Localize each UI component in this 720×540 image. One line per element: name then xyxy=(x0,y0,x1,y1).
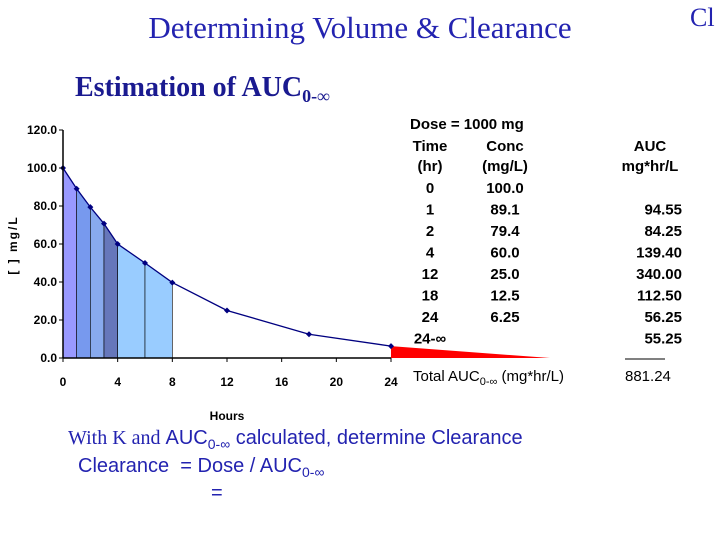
y-tick-label: 0.0 xyxy=(40,351,57,365)
table-cell: 94.55 xyxy=(644,202,682,219)
footer-formula: Clearance = Dose / AUC xyxy=(78,455,302,477)
x-tick-label: 8 xyxy=(169,375,176,389)
point xyxy=(114,241,121,247)
footer-line2: Clearance = Dose / AUC0-∞ xyxy=(78,455,324,480)
table-header: mg*hr/L xyxy=(622,158,679,175)
x-axis-label: Hours xyxy=(210,409,245,423)
total-value: 881.24 xyxy=(625,368,671,385)
table-header: (mg/L) xyxy=(482,158,528,175)
x-tick-label: 0 xyxy=(60,375,67,389)
point xyxy=(169,279,176,286)
y-tick-label: 80.0 xyxy=(34,199,58,213)
footer-sub: 0-∞ xyxy=(208,436,230,452)
subtitle-text: Estimation of AUC xyxy=(75,72,302,103)
table-cell: 18 xyxy=(422,288,439,305)
table-cell: 0 xyxy=(426,180,434,197)
table-cell: 340.00 xyxy=(636,266,682,283)
x-tick-label: 20 xyxy=(330,375,344,389)
total-label: Total AUC0-∞ (mg*hr/L) xyxy=(413,368,564,388)
footer-line1: With K and AUC0-∞ calculated, determine … xyxy=(68,427,523,452)
point xyxy=(73,185,80,192)
footer-serif: With K and xyxy=(68,427,166,449)
footer-rest: calculated, determine Clearance xyxy=(230,427,522,449)
table-cell: 84.25 xyxy=(644,223,682,240)
curve xyxy=(62,167,392,347)
table-cell: 60.0 xyxy=(490,245,519,262)
point xyxy=(101,220,107,227)
y-tick-label: 100.0 xyxy=(27,161,57,175)
y-axis-label: [ ] mg/L xyxy=(6,215,20,274)
table-header: (hr) xyxy=(418,158,443,175)
y-tick-label: 40.0 xyxy=(34,275,58,289)
extrapolated-area xyxy=(391,346,550,358)
x-tick-label: 4 xyxy=(114,375,121,389)
point xyxy=(142,260,148,266)
point xyxy=(224,307,230,314)
table-cell: 2 xyxy=(426,223,434,240)
total-text: Total AUC xyxy=(413,368,480,385)
point xyxy=(306,331,312,338)
footer-auc: AUC xyxy=(166,427,208,449)
auc-area xyxy=(90,206,105,359)
table-cell: 25.0 xyxy=(490,266,519,283)
subtitle: Estimation of AUC0-∞ xyxy=(75,72,330,106)
point xyxy=(87,204,94,211)
total-unit: (mg*hr/L) xyxy=(497,368,564,385)
auc-area xyxy=(117,243,146,359)
table: Dose = 1000 mg Time Conc AUC (hr) (mg/L) mg*h… xyxy=(410,116,682,348)
x-tick-label: 16 xyxy=(275,375,289,389)
table-cell: 89.1 xyxy=(490,202,519,219)
table-cell: 12 xyxy=(422,266,439,283)
table-cell: 55.25 xyxy=(644,331,682,348)
table-cell: 56.25 xyxy=(644,309,682,326)
table-cell: 4 xyxy=(426,245,435,262)
dose: Dose = 1000 mg xyxy=(410,116,524,133)
x-tick-label: 12 xyxy=(220,375,234,389)
y-tick-label: 20.0 xyxy=(34,313,58,327)
table-cell: 112.50 xyxy=(637,288,682,305)
footer-formula-sub: 0-∞ xyxy=(302,464,324,480)
footer-line3: = xyxy=(211,482,223,504)
table-header: Conc xyxy=(486,138,524,155)
slide-title: Determining Volume & Clearance xyxy=(148,10,571,45)
table-header: Time xyxy=(413,138,448,155)
y-tick-label: 120.0 xyxy=(27,123,57,137)
table-header: AUC xyxy=(634,138,667,155)
auc-area xyxy=(62,167,77,359)
x-tick-label: 24 xyxy=(384,375,398,389)
total-sub: 0-∞ xyxy=(480,376,498,388)
table-cell: 24 xyxy=(422,309,439,326)
table-cell: 6.25 xyxy=(490,309,519,326)
auc-area xyxy=(144,262,173,359)
table-cell: 79.4 xyxy=(490,223,520,240)
table-cell: 100.0 xyxy=(486,180,524,197)
point xyxy=(388,343,394,350)
table-cell: 12.5 xyxy=(490,288,519,305)
table-cell: 1 xyxy=(426,202,434,219)
table-cell: 24-∞ xyxy=(414,331,447,348)
y-tick-label: 60.0 xyxy=(34,237,58,251)
title-fragment: Cl xyxy=(690,3,715,32)
auc-area xyxy=(76,187,91,359)
subtitle-sub: 0-∞ xyxy=(302,86,330,106)
table-cell: 139.40 xyxy=(636,245,682,262)
